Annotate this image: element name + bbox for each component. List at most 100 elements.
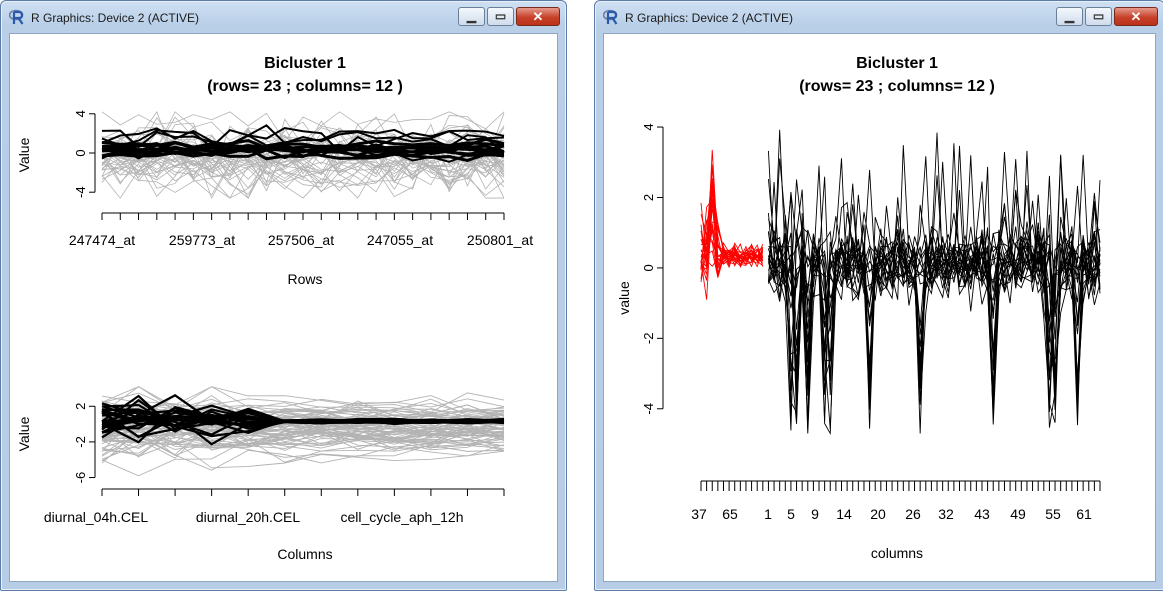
- plot3-bicluster-series: [700, 202, 764, 268]
- title-bar[interactable]: R Graphics: Device 2 (ACTIVE) ▁ ▭ ✕: [595, 1, 1163, 33]
- plot3-other-series: [767, 154, 1101, 434]
- plot3-other-series: [768, 156, 1101, 424]
- plot1-xtick-label: 257506_at: [268, 232, 334, 248]
- plot3-xtick-label: 65: [722, 506, 738, 522]
- plot3-xtick-label: 55: [1045, 506, 1061, 522]
- plot3-xtick-label: 20: [870, 506, 886, 522]
- profile-plot-canvas: Bicluster 1 (rows= 23 ; columns= 12 ) -4…: [616, 55, 1101, 561]
- plot2-ytick-label: -2: [73, 436, 88, 448]
- plot3-bicluster-series: [700, 221, 764, 268]
- plot2-background-series: [101, 434, 505, 458]
- plot3-xtick-label: 32: [938, 506, 954, 522]
- r-graphics-window-right: R Graphics: Device 2 (ACTIVE) ▁ ▭ ✕ Bicl…: [594, 0, 1163, 591]
- window-title: R Graphics: Device 2 (ACTIVE): [31, 11, 200, 25]
- plot-area: Bicluster 1 (rows= 23 ; columns= 12 ) -4…: [9, 33, 558, 582]
- plot2-background-series: [101, 413, 505, 447]
- plot2-background-series: [101, 425, 505, 443]
- r-graphics-window-left: R Graphics: Device 2 (ACTIVE) ▁ ▭ ✕ Bicl…: [0, 0, 567, 591]
- plot2-background-series: [101, 411, 505, 457]
- plot1-background-series: [101, 111, 505, 142]
- plot2-xtick-label: diurnal_20h.CEL: [196, 509, 301, 525]
- minimize-icon: ▁: [466, 9, 477, 23]
- plot2-background-series: [101, 427, 505, 450]
- plot3-xtick-label: 43: [974, 506, 990, 522]
- plot3-xtick-label: 49: [1010, 506, 1026, 522]
- plot3-ytick-label: 0: [641, 264, 656, 271]
- plot3-subtitle: (rows= 23 ; columns= 12 ): [799, 78, 995, 95]
- plot1-ytick-label: 0: [73, 149, 88, 156]
- plot3-xtick-label: 1: [764, 506, 772, 522]
- maximize-icon: ▭: [1092, 9, 1105, 23]
- plot1-bicluster-series: [101, 143, 505, 156]
- plot2-background-series: [101, 441, 505, 469]
- minimize-button[interactable]: ▁: [1056, 7, 1083, 26]
- r-logo-icon: [603, 9, 618, 25]
- plot1-ytick-label: -4: [73, 186, 88, 198]
- plot1-bicluster-series: [101, 138, 505, 152]
- plot2-ylabel: Value: [16, 416, 32, 451]
- plot2-background-series: [101, 418, 505, 454]
- plot2-axes: -6 -2 2 diurnal_04h.CEL diurnal_20h.CEL cell_…: [44, 403, 505, 525]
- plot3-other-series: [767, 190, 1101, 426]
- maximize-button[interactable]: ▭: [1085, 7, 1112, 26]
- plot3-ytick-label: -4: [641, 403, 656, 415]
- plot3-xtick-label: 37: [691, 506, 707, 522]
- plot3-xtick-label: 26: [905, 506, 921, 522]
- plot2-background-series: [101, 386, 505, 415]
- plot3-ytick-label: 4: [641, 123, 656, 130]
- plot1-xlabel: Rows: [287, 271, 322, 287]
- plot2-background-series: [101, 425, 505, 446]
- plot2-background-series: [101, 407, 505, 436]
- plot1-ytick-label: 4: [73, 110, 88, 117]
- plot1-xtick-label: 247474_at: [69, 232, 135, 248]
- plot1-ylabel: Value: [16, 137, 32, 172]
- plot3-title: Bicluster 1: [856, 55, 938, 72]
- plot1-bicluster-series: [101, 124, 505, 154]
- parallel-plot-canvas: Bicluster 1 (rows= 23 ; columns= 12 ) -4…: [16, 55, 533, 562]
- plot1-bicluster-series: [101, 145, 505, 161]
- close-icon: ✕: [532, 9, 544, 24]
- plot3-bicluster-series: [700, 233, 763, 269]
- maximize-button[interactable]: ▭: [487, 7, 514, 26]
- plot1-bicluster-series: [101, 127, 505, 154]
- plot1-background-series: [101, 151, 504, 199]
- minimize-button[interactable]: ▁: [458, 7, 485, 26]
- plot1-background-series: [101, 136, 505, 199]
- plot3-xtick-label: 61: [1076, 506, 1092, 522]
- plot3-xtick-label: 9: [811, 506, 819, 522]
- minimize-icon: ▁: [1064, 9, 1075, 23]
- plot3-xlabel: columns: [871, 545, 923, 561]
- plot2-background-series: [101, 403, 505, 429]
- plot2-background-series: [101, 386, 505, 414]
- plot3-xtick-label: 5: [787, 506, 795, 522]
- plot2-ytick-label: 2: [73, 403, 88, 410]
- maximize-icon: ▭: [494, 9, 507, 23]
- plot3-bicluster-series: [700, 198, 764, 276]
- close-icon: ✕: [1130, 9, 1142, 24]
- close-button[interactable]: ✕: [516, 7, 560, 26]
- plot3-ylabel: value: [616, 281, 632, 315]
- plot1-xtick-label: 259773_at: [169, 232, 235, 248]
- plot2-xlabel: Columns: [277, 546, 332, 562]
- title-bar[interactable]: R Graphics: Device 2 (ACTIVE) ▁ ▭ ✕: [1, 1, 566, 33]
- plot2-xtick-label: diurnal_04h.CEL: [44, 509, 149, 525]
- plot2-bicluster-series: [101, 394, 505, 439]
- plot3-ytick-label: -2: [641, 333, 656, 345]
- plot2-background-series: [101, 439, 505, 477]
- plot3-axes: -4 -2 0 2 4 37 65 1 5 9 14 20 26 32 43 49 55 61: [641, 123, 1101, 522]
- plot-area: Bicluster 1 (rows= 23 ; columns= 12 ) -4…: [603, 33, 1156, 582]
- plot1-axes: -4 0 4 247474_at 259773_at 257506_at 247055_at…: [69, 110, 533, 248]
- plot2-background-series: [101, 398, 505, 419]
- plot1-background-series: [101, 152, 505, 199]
- r-logo-icon: [9, 9, 24, 25]
- plot2-ytick-label: -6: [73, 472, 88, 484]
- plot1-xtick-label: 250801_at: [467, 232, 533, 248]
- plot3-xtick-label: 14: [836, 506, 852, 522]
- plot3-bicluster-series: [700, 149, 764, 268]
- plot3-ytick-label: 2: [641, 194, 656, 201]
- plot2-xtick-label: cell_cycle_aph_12h: [341, 509, 464, 525]
- plot1-title: Bicluster 1: [264, 55, 346, 72]
- plot2-background-series: [101, 386, 505, 421]
- close-button[interactable]: ✕: [1114, 7, 1158, 26]
- plot2-background-series: [101, 421, 505, 462]
